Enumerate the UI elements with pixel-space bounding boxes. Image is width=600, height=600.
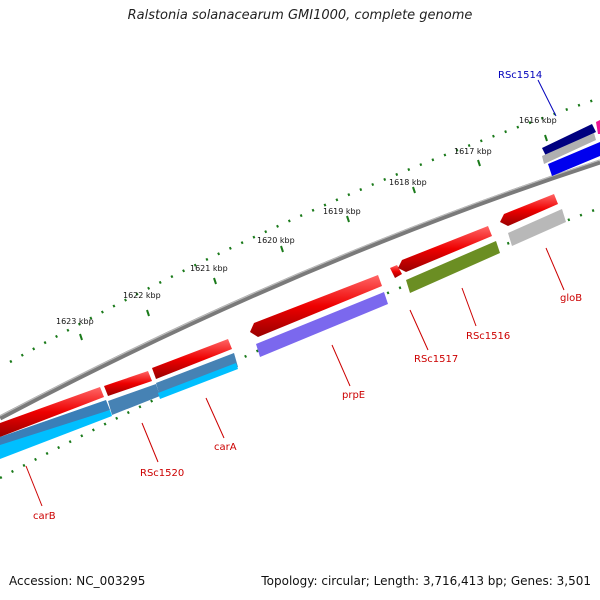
callout-lines	[25, 79, 565, 507]
gene-row	[0, 124, 600, 459]
ruler-label: 1622 kbp	[123, 291, 161, 300]
ruler-label: 1621 kbp	[190, 264, 228, 273]
gene-feature-RSc1516[interactable]	[406, 241, 500, 293]
gene-feature-carA-cyan[interactable]	[158, 363, 238, 399]
gene-label-gloB[interactable]: gloB	[560, 293, 582, 304]
cds-feature-carA[interactable]	[152, 339, 232, 379]
gene-feature-RSc1514-gray[interactable]	[542, 133, 596, 164]
gene-label-carA[interactable]: carA	[214, 442, 237, 453]
cds-feature-prpE[interactable]	[250, 275, 382, 337]
ruler-dots	[9, 96, 600, 364]
ruler-label: 1620 kbp	[257, 236, 295, 245]
map-title: Ralstonia solanacearum GMI1000, complete…	[127, 8, 473, 23]
gene-labels: RSc1514 gloB RSc1516 RSc1517 prpE carA R…	[33, 70, 582, 522]
cds-row	[0, 120, 600, 437]
gene-feature-RSc1520[interactable]	[108, 384, 160, 415]
gene-feature-carB-cyan[interactable]	[0, 410, 112, 459]
ruler-labels: 1616 kbp 1617 kbp 1618 kbp 1619 kbp 1620…	[56, 116, 557, 326]
ruler-label: 1618 kbp	[389, 178, 427, 187]
gene-feature-gloB[interactable]	[508, 209, 566, 246]
gene-label-prpE[interactable]: prpE	[342, 390, 365, 401]
gene-label-RSc1514[interactable]: RSc1514	[498, 70, 542, 81]
gene-feature-RSc1514-dark[interactable]	[542, 124, 596, 156]
cds-feature-RSc1516[interactable]	[398, 226, 492, 272]
ruler-label: 1623 kbp	[56, 317, 94, 326]
accession-text: Accession: NC_003295	[9, 574, 146, 588]
lower-tick-line	[0, 206, 600, 480]
ruler-label: 1619 kbp	[323, 207, 361, 216]
gene-feature-RSc1514-blue[interactable]	[548, 142, 600, 176]
cds-feature-small[interactable]	[390, 265, 402, 278]
cds-feature-carB[interactable]	[0, 387, 104, 437]
gene-label-RSc1516[interactable]: RSc1516	[466, 331, 510, 342]
gene-label-RSc1517[interactable]: RSc1517	[414, 354, 458, 365]
ruler-label: 1616 kbp	[519, 116, 557, 125]
cds-feature-RSc1520[interactable]	[104, 371, 152, 396]
ruler-label: 1617 kbp	[454, 147, 492, 156]
gene-label-RSc1520[interactable]: RSc1520	[140, 468, 184, 479]
cds-feature-magenta[interactable]	[596, 120, 600, 134]
genome-summary-text: Topology: circular; Length: 3,716,413 bp…	[261, 574, 591, 588]
backbone	[0, 159, 600, 421]
gene-feature-prpE[interactable]	[256, 292, 388, 357]
ruler-major-ticks	[79, 134, 548, 341]
cds-feature-gloB[interactable]	[500, 194, 558, 226]
gene-label-carB[interactable]: carB	[33, 511, 56, 522]
